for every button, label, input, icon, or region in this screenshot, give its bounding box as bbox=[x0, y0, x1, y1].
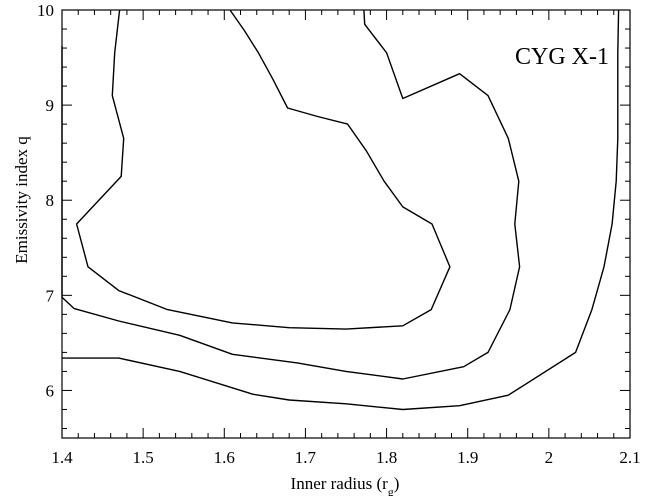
contour-lines bbox=[61, 9, 620, 411]
axis-ticks bbox=[61, 9, 631, 438]
contour-line-1 bbox=[75, 9, 451, 330]
plot-frame bbox=[61, 9, 631, 439]
x-tick-label: 2.1 bbox=[619, 448, 640, 467]
x-tick-label: 1.9 bbox=[457, 448, 478, 467]
y-tick-label: 10 bbox=[37, 1, 54, 20]
x-axis-label-main: Inner radius (r bbox=[291, 474, 389, 493]
x-tick-label: 1.8 bbox=[376, 448, 397, 467]
x-tick-label: 1.6 bbox=[214, 448, 235, 467]
y-tick-label: 9 bbox=[46, 96, 55, 115]
x-axis-label: Inner radius (rg) bbox=[291, 474, 400, 496]
x-tick-label: 1.4 bbox=[51, 448, 73, 467]
contour-line-3 bbox=[62, 9, 620, 411]
chart-annotation: CYG X-1 bbox=[515, 44, 609, 70]
y-tick-label: 6 bbox=[46, 381, 55, 400]
x-tick-label: 1.5 bbox=[133, 448, 154, 467]
tick-labels: 1.4 1.5 1.6 1.7 1.8 1.9 2 2.1 6 7 8 9 10 bbox=[37, 1, 641, 467]
y-tick-label: 7 bbox=[46, 286, 55, 305]
y-tick-label: 8 bbox=[46, 191, 55, 210]
y-axis-label: Emissivity index q bbox=[12, 136, 31, 264]
contour-line-2 bbox=[61, 9, 521, 380]
plot-area bbox=[61, 9, 631, 439]
x-tick-label: 1.7 bbox=[295, 448, 317, 467]
x-axis-label-close: ) bbox=[394, 474, 400, 493]
x-axis-label-subscript: g bbox=[388, 485, 394, 496]
x-tick-label: 2 bbox=[545, 448, 554, 467]
